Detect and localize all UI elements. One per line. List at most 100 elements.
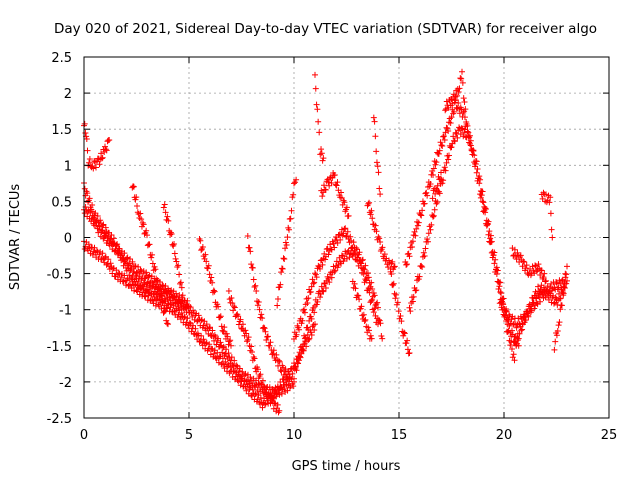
data-point: [550, 300, 557, 307]
data-point: [354, 246, 360, 253]
data-point: [151, 293, 158, 300]
data-point: [256, 306, 263, 313]
data-point: [159, 282, 166, 289]
data-point: [350, 239, 357, 246]
data-point: [115, 270, 122, 277]
data-point: [331, 171, 338, 178]
data-point: [344, 228, 351, 235]
data-point: [447, 119, 454, 126]
data-point: [548, 226, 555, 233]
data-point: [270, 347, 277, 354]
data-point: [310, 280, 317, 287]
data-point: [152, 266, 159, 273]
data-point: [102, 254, 108, 261]
data-point: [190, 322, 197, 329]
data-point: [214, 349, 221, 356]
data-point: [440, 177, 447, 184]
series-track-q: [370, 114, 384, 198]
data-point: [140, 221, 147, 228]
y-tick-label: -1: [59, 304, 72, 319]
y-tick-label: -2: [59, 376, 72, 391]
data-point: [284, 234, 291, 241]
data-point: [433, 159, 440, 166]
data-point: [236, 365, 243, 372]
y-tick-label: -2.5: [47, 412, 72, 427]
data-point: [497, 296, 504, 303]
data-point: [373, 228, 380, 235]
data-point: [326, 279, 333, 286]
data-point: [143, 227, 150, 234]
data-point: [250, 276, 257, 283]
data-point: [377, 239, 384, 246]
series-track-l: [291, 225, 386, 342]
y-tick-label: -1.5: [47, 340, 72, 355]
data-point: [532, 262, 539, 269]
data-point: [443, 124, 450, 131]
data-point: [100, 221, 107, 228]
data-point: [293, 367, 300, 374]
data-point: [228, 354, 235, 361]
data-point: [375, 321, 381, 328]
data-point: [480, 199, 487, 206]
data-point: [249, 264, 256, 271]
data-point: [420, 249, 427, 256]
data-point: [508, 327, 515, 334]
data-point: [252, 391, 259, 398]
data-point: [270, 350, 276, 357]
data-point: [476, 180, 483, 187]
data-point: [473, 158, 480, 165]
data-point: [416, 273, 423, 280]
data-point: [208, 274, 215, 281]
data-point: [553, 280, 560, 287]
data-point: [320, 288, 327, 295]
data-point: [403, 340, 410, 347]
data-point: [333, 182, 340, 189]
data-point: [223, 346, 230, 353]
data-point: [497, 279, 504, 286]
data-point: [524, 312, 531, 319]
data-point: [439, 180, 446, 187]
data-point: [375, 169, 382, 176]
data-point: [360, 311, 367, 318]
data-point: [368, 279, 375, 286]
data-point: [221, 324, 228, 331]
data-point: [345, 212, 352, 219]
data-point: [371, 118, 378, 125]
data-point: [301, 309, 308, 316]
data-point: [482, 205, 489, 212]
data-point: [159, 299, 166, 306]
data-point: [369, 286, 376, 293]
data-point: [102, 224, 109, 231]
data-point: [351, 280, 358, 287]
data-point: [219, 355, 226, 362]
data-point: [331, 244, 338, 251]
series-track-x: [511, 282, 568, 349]
data-point: [322, 256, 329, 263]
data-point: [392, 295, 399, 302]
data-point: [516, 330, 523, 337]
data-point: [530, 299, 537, 306]
series-track-h: [225, 287, 283, 416]
data-point: [511, 357, 518, 364]
data-point: [519, 263, 526, 270]
data-point: [342, 248, 349, 255]
data-point: [441, 137, 448, 144]
data-point: [549, 234, 556, 241]
data-point: [215, 303, 222, 310]
data-point: [419, 264, 426, 271]
data-point: [110, 240, 117, 247]
data-point: [299, 317, 306, 324]
data-point: [454, 92, 461, 99]
data-point: [486, 228, 493, 235]
data-point: [461, 114, 468, 121]
data-point: [555, 322, 562, 329]
series-track-e: [129, 183, 171, 328]
data-point: [238, 378, 245, 385]
data-point: [513, 342, 520, 349]
data-point: [296, 326, 303, 333]
series-track-m: [312, 71, 327, 164]
data-point: [82, 130, 89, 137]
data-point: [314, 298, 321, 305]
data-point: [322, 280, 329, 287]
data-point: [441, 164, 448, 171]
